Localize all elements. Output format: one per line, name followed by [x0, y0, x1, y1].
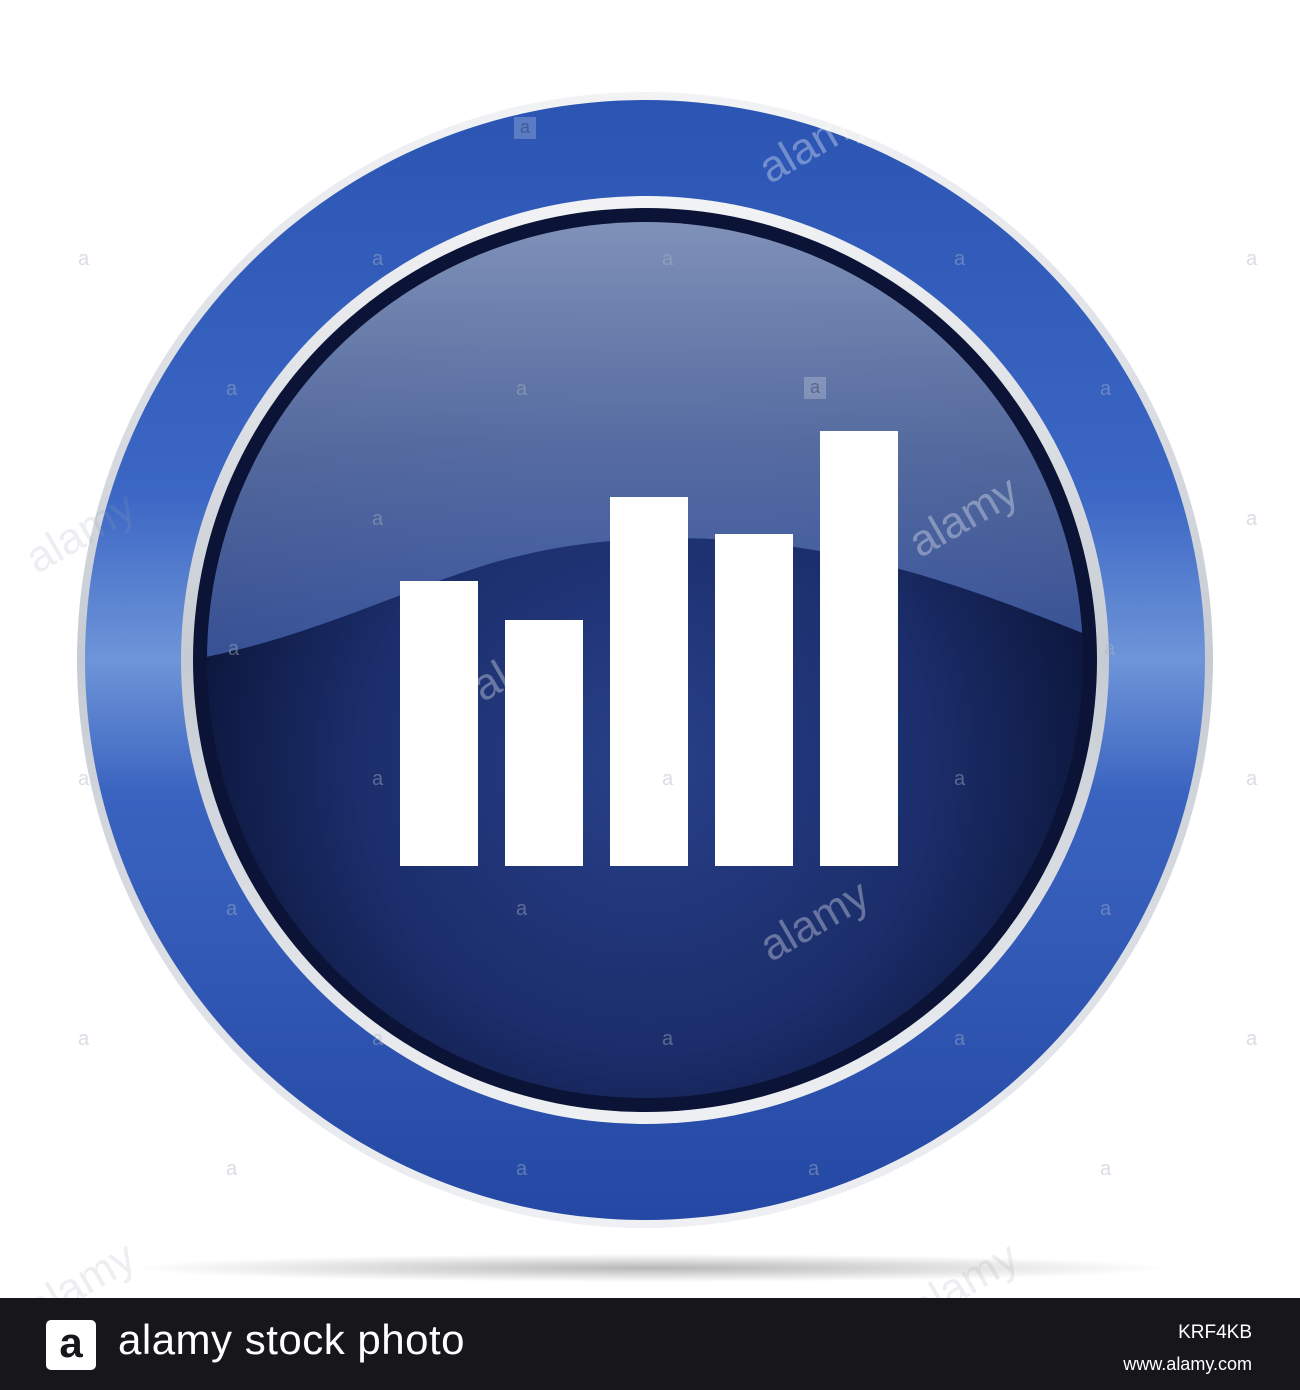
- bar-chart-icon: [400, 431, 898, 866]
- footer-title: alamy stock photo: [118, 1316, 466, 1363]
- bar-1: [400, 581, 478, 866]
- site-url: www.alamy.com: [1123, 1354, 1252, 1374]
- image-id: KRF4KB: [1178, 1322, 1252, 1343]
- alamy-logo: a: [46, 1320, 96, 1370]
- bar-4: [715, 534, 793, 866]
- bar-2: [505, 620, 583, 866]
- stock-image: a a a a a a a a a a a a a a a a a a a a …: [17, 92, 1257, 1298]
- round-button-icon: [77, 92, 1213, 1282]
- footer-bar: a alamy stock photo KRF4KB www.alamy.com: [0, 1298, 1300, 1390]
- bar-5: [820, 431, 898, 866]
- drop-shadow: [130, 1254, 1170, 1282]
- bar-3: [610, 497, 688, 866]
